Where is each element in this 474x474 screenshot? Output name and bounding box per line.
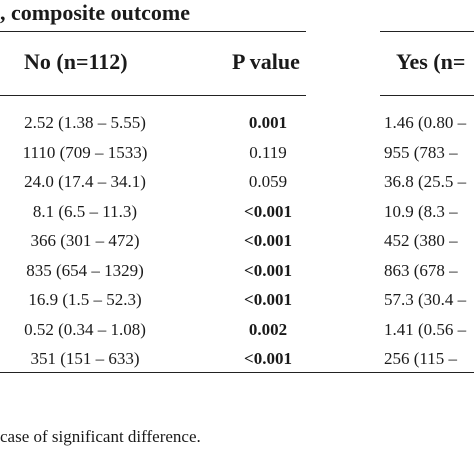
header-rule-right (380, 95, 474, 96)
cell-p-value: 0.059 (248, 172, 288, 191)
table-row: 351 (151 – 633) <0.001 256 (115 – (0, 344, 474, 374)
cell-p-value: <0.001 (244, 290, 292, 309)
column-header-p-value: P value (232, 49, 300, 74)
table-row: 835 (654 – 1329) <0.001 863 (678 – (0, 256, 474, 286)
cell-no: 24.0 (17.4 – 34.1) (24, 172, 146, 191)
cell-yes: 57.3 (30.4 – (384, 290, 467, 309)
top-rule-right (380, 31, 474, 32)
cell-yes: 36.8 (25.5 – (384, 172, 467, 191)
table-row: 1110 (709 – 1533) 0.119 955 (783 – (0, 138, 474, 168)
cell-yes: 863 (678 – (384, 260, 458, 280)
cell-no: 0.52 (0.34 – 1.08) (24, 319, 146, 339)
cell-p-value: 0.002 (248, 319, 288, 339)
table-row: 24.0 (17.4 – 34.1) 0.059 36.8 (25.5 – (0, 167, 474, 197)
header-rule (0, 95, 306, 96)
table-title: , composite outcome (0, 0, 191, 25)
cell-p-value: <0.001 (244, 349, 292, 368)
cell-no: 835 (654 – 1329) (26, 260, 144, 280)
table-row: 16.9 (1.5 – 52.3) <0.001 57.3 (30.4 – (0, 285, 474, 315)
cell-yes: 256 (115 – (384, 349, 458, 368)
cell-no: 8.1 (6.5 – 11.3) (32, 201, 138, 221)
cell-yes: 1.46 (0.80 – (384, 113, 467, 132)
bottom-rule (0, 372, 474, 373)
cell-yes: 1.41 (0.56 – (384, 319, 467, 339)
cell-no: 16.9 (1.5 – 52.3) (28, 290, 142, 309)
cell-no: 2.52 (1.38 – 5.55) (24, 113, 146, 132)
cell-yes: 955 (783 – (384, 142, 458, 162)
cell-p-value: <0.001 (244, 201, 292, 221)
cell-p-value: <0.001 (244, 260, 292, 280)
cell-p-value: 0.001 (248, 113, 288, 132)
table-row: 0.52 (0.34 – 1.08) 0.002 1.41 (0.56 – (0, 315, 474, 345)
cell-p-value: <0.001 (244, 231, 292, 250)
table-row: 8.1 (6.5 – 11.3) <0.001 10.9 (8.3 – (0, 197, 474, 227)
table-row: 2.52 (1.38 – 5.55) 0.001 1.46 (0.80 – (0, 108, 474, 138)
cell-no: 1110 (709 – 1533) (22, 142, 148, 162)
footnote: case of significant difference. (0, 427, 201, 446)
cell-yes: 10.9 (8.3 – (384, 201, 458, 221)
cell-no: 366 (301 – 472) (30, 231, 140, 250)
cell-yes: 452 (380 – (384, 231, 458, 250)
cell-p-value: 0.119 (249, 142, 287, 162)
column-header-yes: Yes (n= (396, 49, 466, 74)
table-row: 366 (301 – 472) <0.001 452 (380 – (0, 226, 474, 256)
top-rule (0, 31, 306, 32)
column-header-no: No (n=112) (24, 49, 128, 74)
cell-no: 351 (151 – 633) (30, 349, 140, 368)
